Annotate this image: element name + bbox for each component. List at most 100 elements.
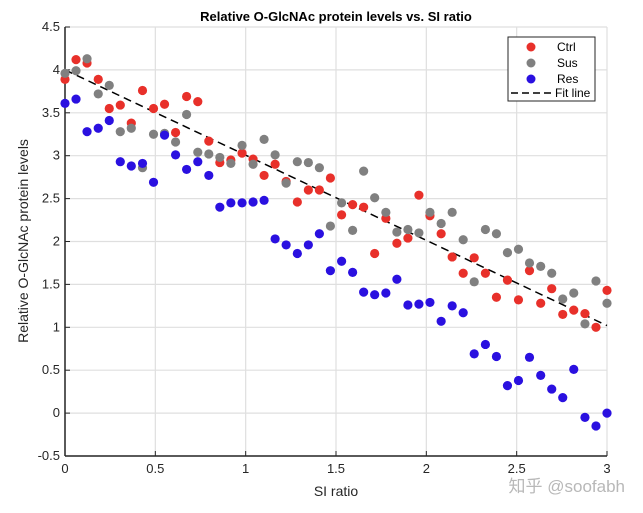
point-res	[381, 288, 391, 298]
point-ctrl	[348, 200, 358, 210]
point-sus	[181, 109, 192, 120]
data-points	[60, 54, 612, 431]
point-ctrl	[303, 185, 313, 195]
point-res	[591, 421, 601, 431]
point-sus	[115, 127, 125, 137]
point-ctrl	[458, 268, 468, 278]
point-sus	[292, 157, 302, 167]
point-ctrl	[580, 308, 590, 319]
point-sus	[60, 68, 70, 78]
point-res	[248, 197, 258, 207]
point-ctrl	[469, 253, 479, 263]
point-sus	[536, 261, 546, 271]
y-tick-label: 0	[53, 405, 60, 420]
point-ctrl	[115, 100, 125, 110]
point-ctrl	[569, 305, 579, 315]
point-ctrl	[237, 148, 247, 158]
point-res	[580, 412, 590, 422]
point-sus	[414, 228, 424, 238]
point-sus	[491, 229, 502, 239]
point-ctrl	[447, 252, 457, 262]
point-sus	[458, 235, 468, 245]
x-tick-label: 0.5	[146, 461, 164, 476]
point-sus	[359, 166, 369, 176]
point-res	[60, 98, 70, 108]
point-res	[303, 240, 313, 250]
point-ctrl	[403, 233, 413, 243]
point-res	[126, 161, 136, 171]
y-tick-labels: -0.5 0 0.5 1 1.5 2 2.5 3 3.5 4 4.5	[38, 19, 60, 463]
point-sus	[270, 150, 280, 160]
legend: Ctrl Sus Res Fit line	[507, 36, 596, 102]
legend-marker-ctrl	[526, 42, 536, 52]
point-res	[115, 157, 125, 167]
point-res	[569, 364, 579, 374]
point-res	[458, 308, 468, 318]
point-sus	[425, 207, 435, 217]
point-res	[536, 370, 546, 380]
point-ctrl	[436, 229, 446, 239]
point-ctrl	[104, 103, 114, 114]
watermark: 知乎 @soofabh	[509, 477, 625, 496]
point-res	[259, 195, 269, 205]
point-res	[524, 352, 535, 362]
point-res	[270, 234, 280, 244]
point-ctrl	[502, 275, 513, 285]
point-sus	[170, 137, 181, 147]
y-tick-label: 2	[53, 234, 60, 249]
y-tick-label: -0.5	[38, 448, 60, 463]
point-sus	[148, 129, 159, 139]
point-sus	[403, 224, 413, 235]
y-tick-label: 4	[53, 62, 60, 77]
point-sus	[370, 193, 380, 203]
series-sus	[60, 54, 612, 329]
x-tick-label: 0	[61, 461, 68, 476]
x-tick-label: 1	[242, 461, 249, 476]
point-ctrl	[480, 268, 491, 278]
axes	[64, 26, 608, 457]
point-res	[215, 202, 225, 212]
point-sus	[436, 218, 446, 229]
point-sus	[580, 319, 590, 329]
point-sus	[524, 258, 535, 268]
point-sus	[226, 158, 236, 169]
point-res	[159, 130, 170, 140]
point-res	[82, 127, 92, 137]
point-res	[469, 349, 479, 359]
legend-label-sus: Sus	[557, 56, 578, 70]
point-sus	[193, 147, 203, 157]
point-res	[480, 339, 491, 350]
point-sus	[591, 276, 601, 286]
point-ctrl	[370, 248, 380, 259]
point-ctrl	[314, 185, 324, 195]
legend-marker-sus	[526, 58, 536, 68]
y-tick-label: 1	[53, 319, 60, 334]
point-sus	[248, 159, 258, 169]
point-ctrl	[270, 159, 280, 169]
point-res	[104, 115, 114, 126]
chart-title: Relative O-GlcNAc protein levels vs. SI …	[200, 9, 472, 24]
legend-label-ctrl: Ctrl	[557, 40, 576, 54]
point-ctrl	[193, 97, 203, 107]
point-ctrl	[325, 173, 335, 183]
point-res	[348, 267, 358, 277]
point-res	[204, 170, 214, 181]
point-ctrl	[513, 295, 524, 305]
x-tick-label: 1.5	[327, 461, 345, 476]
point-sus	[392, 227, 402, 237]
point-ctrl	[524, 266, 535, 276]
x-tick-label: 3	[603, 461, 610, 476]
point-ctrl	[204, 136, 214, 146]
point-sus	[82, 54, 92, 64]
point-ctrl	[558, 309, 568, 320]
point-sus	[303, 157, 313, 168]
point-sus	[569, 288, 579, 298]
point-sus	[480, 224, 491, 235]
point-res	[181, 164, 192, 175]
y-tick-label: 0.5	[42, 362, 60, 377]
point-res	[148, 177, 159, 187]
y-tick-label: 3.5	[42, 105, 60, 120]
point-sus	[325, 221, 335, 231]
point-ctrl	[259, 170, 269, 181]
point-res	[502, 381, 513, 391]
